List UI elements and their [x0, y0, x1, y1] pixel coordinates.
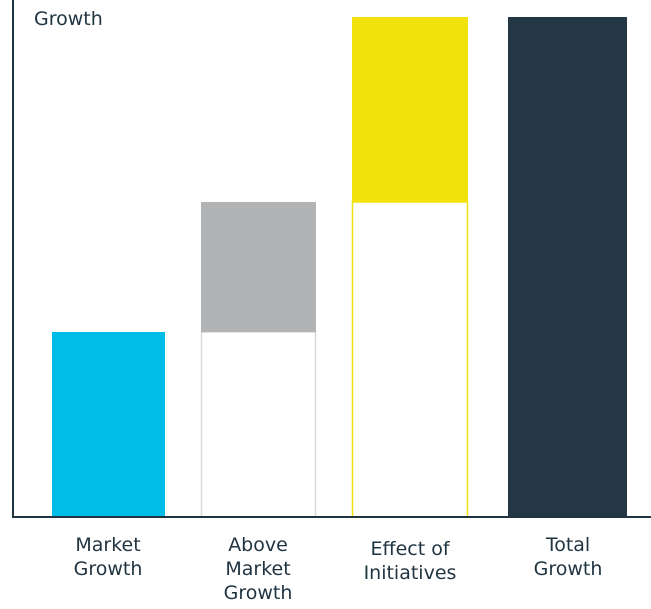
category-label-line: Market [75, 534, 140, 556]
category-label-total-growth: Total Growth [534, 534, 603, 580]
category-label-market-growth: Market Growth [74, 534, 143, 580]
bar-market-growth [52, 332, 165, 517]
category-label-line: Above [228, 534, 288, 556]
category-label-line: Total [545, 534, 590, 556]
category-label-line: Initiatives [364, 562, 457, 584]
bar-total-growth [508, 17, 627, 517]
bar-above-market-growth [201, 202, 316, 332]
category-label-line: Effect of [370, 538, 450, 560]
category-label-above-market-growth: Above Market Growth [224, 534, 293, 604]
category-label-line: Growth [534, 558, 603, 580]
bar-outline-above-market-growth [200, 331, 317, 518]
category-label-line: Growth [74, 558, 143, 580]
category-label-effect-of-initiatives: Effect of Initiatives [364, 538, 457, 584]
category-label-line: Market [225, 558, 290, 580]
category-label-line: Growth [224, 582, 293, 604]
y-axis-label: Growth [34, 8, 103, 30]
bar-outline-effect-of-initiatives [351, 201, 469, 518]
bar-effect-of-initiatives [352, 17, 468, 202]
bars-layer [52, 17, 627, 518]
